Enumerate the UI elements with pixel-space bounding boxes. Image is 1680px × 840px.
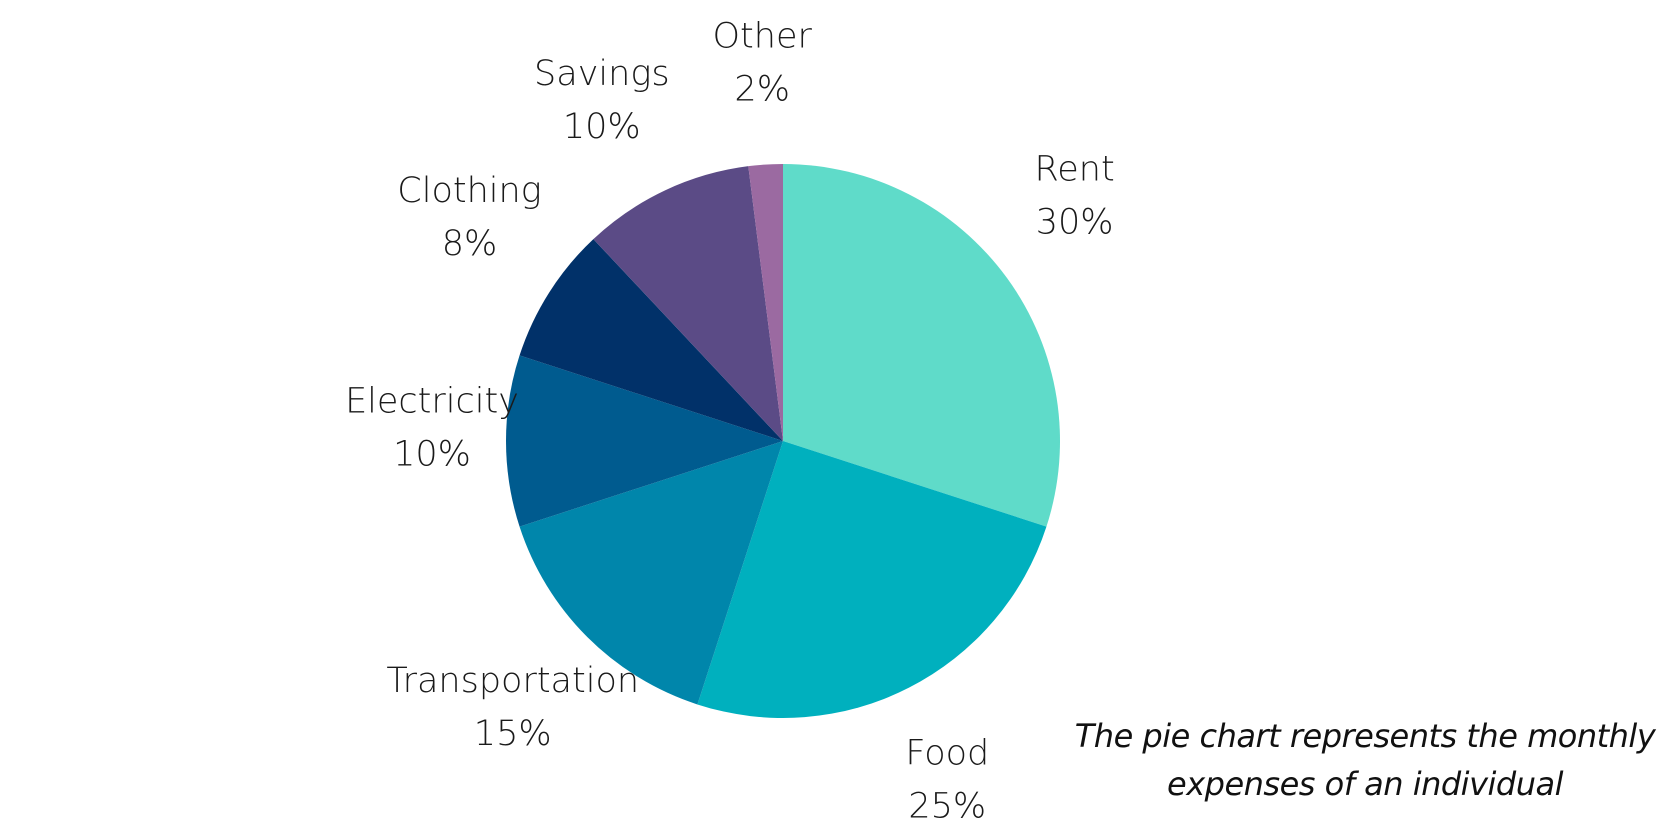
slice-label-transportation: Transportation 15% [386,661,639,754]
slice-label-electricity: Electricity 10% [345,382,519,475]
pie-slice-transportation [519,441,783,705]
slice-label-rent: Rent 30% [1035,149,1115,242]
slice-label-other: Other 2% [713,16,813,109]
slice-value-label: 8% [442,224,498,264]
slice-category-label: Other [713,16,813,56]
slice-value-label: 15% [474,714,552,754]
slice-category-label: Food [905,733,989,773]
slice-category-label: Clothing [397,171,541,211]
pie-slice-food [697,441,1047,718]
slice-category-label: Electricity [345,382,519,422]
slice-label-food: Food 25% [905,733,989,826]
slice-label-savings: Savings 10% [534,54,670,147]
slice-category-label: Transportation [386,661,639,701]
pie-slice-electricity [506,355,783,527]
pie-labels: Rent 30% Food 25% Transportation 15% Electrici… [345,16,1115,826]
pie-slice-clothing [519,239,783,441]
slice-value-label: 30% [1036,202,1114,242]
slice-value-label: 25% [908,786,986,826]
pie-slice-other [748,164,783,441]
pie-slices [506,164,1060,718]
slice-value-label: 2% [734,69,790,109]
chart-caption: The pie chart represents the monthly exp… [1074,717,1656,803]
pie-slice-savings [593,166,783,441]
slice-value-label: 10% [563,107,641,147]
slice-category-label: Savings [534,54,670,94]
slice-category-label: Rent [1035,149,1115,189]
pie-slice-rent [783,164,1060,527]
slice-label-clothing: Clothing 8% [397,171,541,264]
slice-value-label: 10% [393,435,471,475]
